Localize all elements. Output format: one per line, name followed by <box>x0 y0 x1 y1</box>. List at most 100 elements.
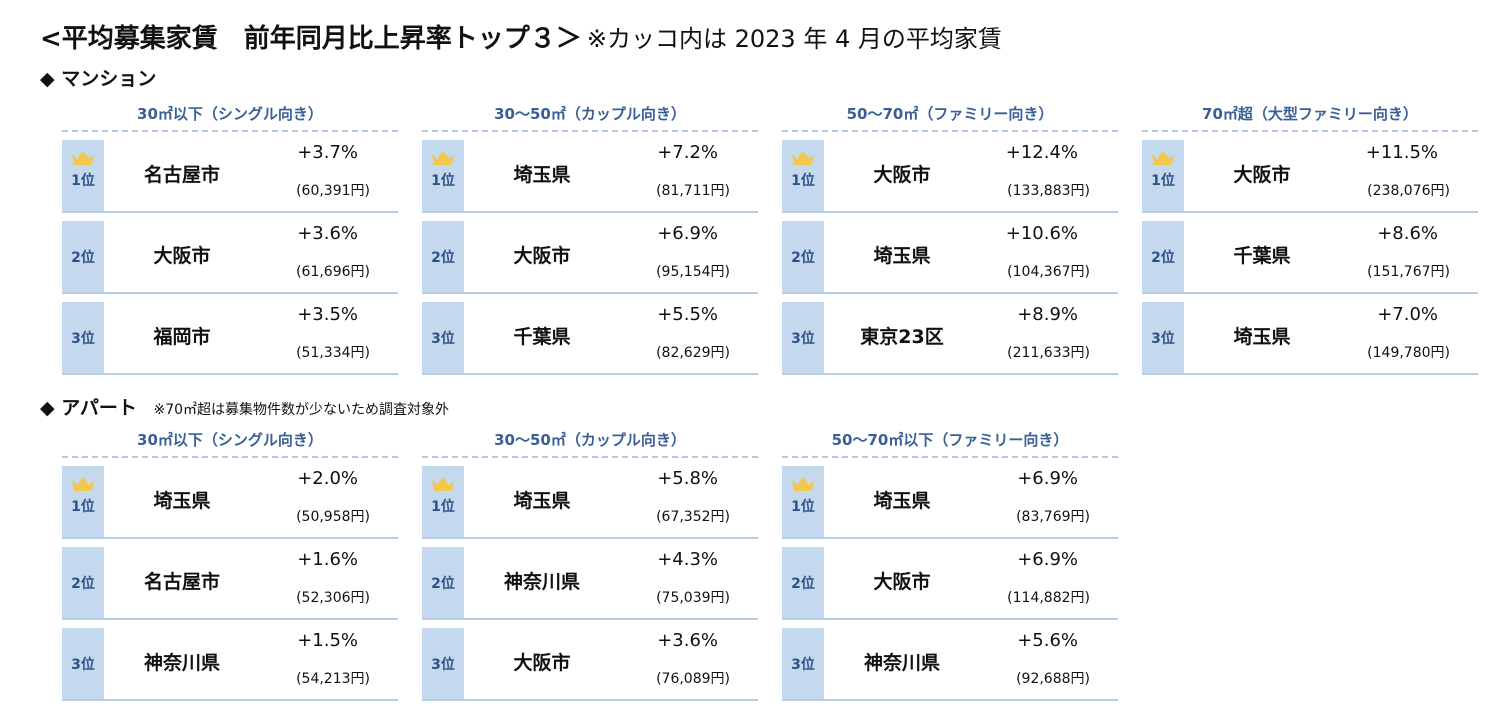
rank-row: 1位 名古屋市 +3.7% (60,391円) <box>62 140 398 213</box>
rank-row: 2位 大阪市 +3.6% (61,696円) <box>62 221 398 294</box>
mansion-block-2: 30〜50㎡（カップル向き） 1位 埼玉県 +7.2% (81,711円) 2位… <box>422 98 758 375</box>
mansion-block-3: 50〜70㎡（ファミリー向き） 1位 大阪市 +12.4% (133,883円)… <box>782 98 1118 375</box>
rank-cell: 3位 <box>422 628 464 699</box>
city-name: 埼玉県 <box>873 490 931 512</box>
increase-rate: +2.0% <box>297 468 358 489</box>
average-rent: (50,958円) <box>296 509 370 525</box>
average-rent: (238,076円) <box>1367 183 1450 199</box>
increase-rate: +6.9% <box>657 223 718 244</box>
rank-label: 2位 <box>71 576 95 592</box>
rank-row: 2位 名古屋市 +1.6% (52,306円) <box>62 547 398 620</box>
city-name: 大阪市 <box>513 245 571 267</box>
rank-cell: 1位 <box>422 466 464 537</box>
rank-label: 2位 <box>431 576 455 592</box>
city-name: 大阪市 <box>513 652 571 674</box>
average-rent: (133,883円) <box>1007 183 1090 199</box>
rank-cell: 1位 <box>422 140 464 211</box>
rank-row: 2位 大阪市 +6.9% (95,154円) <box>422 221 758 294</box>
rank-label: 2位 <box>791 576 815 592</box>
rank-cell: 1位 <box>782 466 824 537</box>
rank-label: 3位 <box>71 657 95 673</box>
rank-label: 1位 <box>431 173 455 189</box>
average-rent: (75,039円) <box>656 590 730 606</box>
rank-label: 1位 <box>1151 173 1175 189</box>
rank-cell: 2位 <box>422 221 464 292</box>
city-name: 神奈川県 <box>503 571 580 593</box>
increase-rate: +3.5% <box>297 304 358 325</box>
rank-label: 1位 <box>431 499 455 515</box>
rank-label: 3位 <box>431 657 455 673</box>
rank-row: 2位 神奈川県 +4.3% (75,039円) <box>422 547 758 620</box>
increase-rate: +6.9% <box>1017 468 1078 489</box>
crown-icon <box>792 477 814 491</box>
crown-icon <box>72 151 94 165</box>
city-name: 埼玉県 <box>873 245 931 267</box>
block-header: 30㎡以下（シングル向き） <box>62 424 398 458</box>
rank-row: 3位 神奈川県 +5.6% (92,688円) <box>782 628 1118 701</box>
rank-row: 2位 千葉県 +8.6% (151,767円) <box>1142 221 1478 294</box>
apart-block-1: 30㎡以下（シングル向き） 1位 埼玉県 +2.0% (50,958円) 2位 … <box>62 424 398 701</box>
city-name: 千葉県 <box>513 326 571 348</box>
rank-cell: 3位 <box>782 628 824 699</box>
increase-rate: +5.8% <box>657 468 718 489</box>
apart-section-heading: ◆ アパート ※70㎡超は募集物件数が少ないため調査対象外 <box>40 393 449 420</box>
apart-heading-text: ◆ アパート <box>40 397 137 419</box>
increase-rate: +3.7% <box>297 142 358 163</box>
rank-cell: 2位 <box>782 547 824 618</box>
increase-rate: +5.5% <box>657 304 718 325</box>
increase-rate: +6.9% <box>1017 549 1078 570</box>
city-name: 神奈川県 <box>863 652 940 674</box>
rank-row: 3位 福岡市 +3.5% (51,334円) <box>62 302 398 375</box>
city-name: 神奈川県 <box>143 652 220 674</box>
city-name: 大阪市 <box>873 571 931 593</box>
rank-label: 1位 <box>791 173 815 189</box>
city-name: 名古屋市 <box>143 164 220 186</box>
rank-label: 3位 <box>791 331 815 347</box>
average-rent: (149,780円) <box>1367 345 1450 361</box>
rank-row: 1位 埼玉県 +2.0% (50,958円) <box>62 466 398 539</box>
rank-row: 1位 大阪市 +11.5% (238,076円) <box>1142 140 1478 213</box>
rank-label: 3位 <box>791 657 815 673</box>
average-rent: (82,629円) <box>656 345 730 361</box>
rank-label: 1位 <box>71 173 95 189</box>
rank-cell: 1位 <box>62 140 104 211</box>
city-name: 東京23区 <box>860 326 944 348</box>
average-rent: (81,711円) <box>656 183 730 199</box>
block-header: 30〜50㎡（カップル向き） <box>422 98 758 132</box>
increase-rate: +1.5% <box>297 630 358 651</box>
average-rent: (92,688円) <box>1016 671 1090 687</box>
apart-block-3: 50〜70㎡以下（ファミリー向き） 1位 埼玉県 +6.9% (83,769円)… <box>782 424 1118 701</box>
mansion-block-1: 30㎡以下（シングル向き） 1位 名古屋市 +3.7% (60,391円) 2位… <box>62 98 398 375</box>
average-rent: (114,882円) <box>1007 590 1090 606</box>
average-rent: (67,352円) <box>656 509 730 525</box>
rank-cell: 3位 <box>422 302 464 373</box>
rank-cell: 2位 <box>422 547 464 618</box>
rank-label: 3位 <box>71 331 95 347</box>
average-rent: (151,767円) <box>1367 264 1450 280</box>
rank-label: 2位 <box>791 250 815 266</box>
rank-cell: 2位 <box>1142 221 1184 292</box>
crown-icon <box>432 477 454 491</box>
rank-cell: 1位 <box>62 466 104 537</box>
average-rent: (76,089円) <box>656 671 730 687</box>
rank-label: 2位 <box>71 250 95 266</box>
city-name: 大阪市 <box>1233 164 1291 186</box>
increase-rate: +3.6% <box>657 630 718 651</box>
rank-row: 3位 神奈川県 +1.5% (54,213円) <box>62 628 398 701</box>
city-name: 千葉県 <box>1233 245 1291 267</box>
increase-rate: +1.6% <box>297 549 358 570</box>
rank-label: 3位 <box>1151 331 1175 347</box>
city-name: 福岡市 <box>153 326 211 348</box>
average-rent: (52,306円) <box>296 590 370 606</box>
block-header: 30㎡以下（シングル向き） <box>62 98 398 132</box>
mansion-block-4: 70㎡超（大型ファミリー向き） 1位 大阪市 +11.5% (238,076円)… <box>1142 98 1478 375</box>
average-rent: (61,696円) <box>296 264 370 280</box>
average-rent: (104,367円) <box>1007 264 1090 280</box>
average-rent: (51,334円) <box>296 345 370 361</box>
increase-rate: +7.2% <box>657 142 718 163</box>
rank-row: 1位 大阪市 +12.4% (133,883円) <box>782 140 1118 213</box>
mansion-section-heading: ◆ マンション <box>40 64 156 91</box>
rank-cell: 1位 <box>782 140 824 211</box>
rank-cell: 2位 <box>62 221 104 292</box>
city-name: 埼玉県 <box>1233 326 1291 348</box>
